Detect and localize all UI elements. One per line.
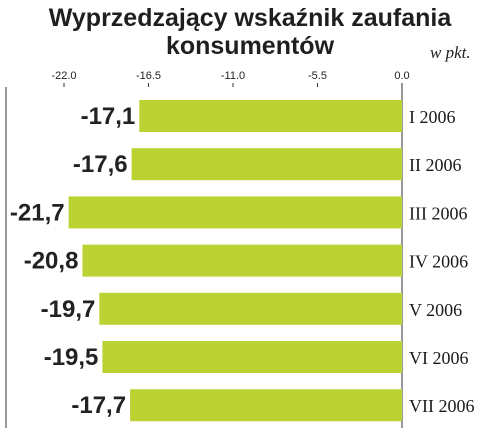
category-label: I 2006 xyxy=(409,107,456,127)
x-tick-label: -16.5 xyxy=(136,70,161,82)
bar-value-label: -17,6 xyxy=(73,151,128,178)
x-tick-label: -11.0 xyxy=(221,70,245,82)
chart-title-line-2: konsumentów xyxy=(165,32,335,60)
bar-value-label: -17,1 xyxy=(81,103,136,130)
x-tick-label: -22.0 xyxy=(51,70,76,82)
bar xyxy=(68,196,402,229)
x-tick-label: 0.0 xyxy=(394,70,409,82)
unit-label: w pkt. xyxy=(430,43,471,62)
bar xyxy=(131,148,402,181)
category-label: IV 2006 xyxy=(409,252,468,272)
x-tick-label: -5.5 xyxy=(308,70,327,82)
bar-value-label: -21,7 xyxy=(10,199,65,226)
category-label: II 2006 xyxy=(409,155,462,175)
bar xyxy=(82,244,402,277)
bar-value-label: -19,5 xyxy=(44,344,99,371)
category-label: III 2006 xyxy=(409,203,467,223)
category-label: V 2006 xyxy=(409,300,462,320)
bar xyxy=(130,389,402,422)
bar xyxy=(102,341,402,373)
bar-value-label: -20,8 xyxy=(24,248,79,275)
category-label: VI 2006 xyxy=(409,348,469,368)
bar-value-label: -17,7 xyxy=(71,392,126,419)
category-label: VII 2006 xyxy=(409,396,475,416)
bar xyxy=(139,100,403,132)
chart-title-line-1: Wyprzedzający wskaźnik zaufania xyxy=(48,4,452,32)
bar-value-label: -19,7 xyxy=(41,296,96,323)
bar xyxy=(99,292,402,325)
